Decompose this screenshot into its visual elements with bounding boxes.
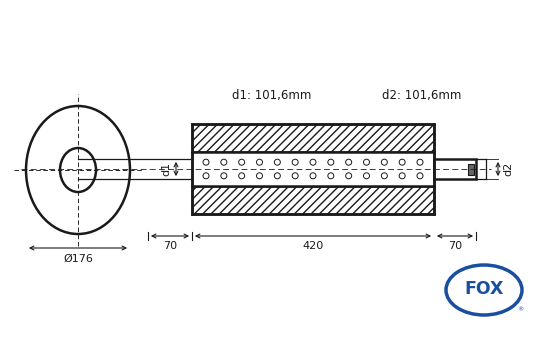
Text: 70: 70 <box>448 241 462 251</box>
Text: d2: 101,6mm: d2: 101,6mm <box>382 89 461 102</box>
Text: 70: 70 <box>163 241 177 251</box>
Text: d1: 101,6mm: d1: 101,6mm <box>232 89 311 102</box>
Text: d1: d1 <box>161 162 171 176</box>
Text: 420: 420 <box>302 241 324 251</box>
Ellipse shape <box>446 265 522 315</box>
Bar <box>192 152 434 186</box>
Text: Ø176: Ø176 <box>63 254 93 264</box>
Bar <box>434 159 476 179</box>
Text: d2: d2 <box>503 162 513 176</box>
Bar <box>192 186 434 214</box>
Bar <box>192 124 434 152</box>
Text: FOX: FOX <box>464 280 504 298</box>
Text: ®: ® <box>517 308 523 312</box>
Bar <box>468 163 474 174</box>
